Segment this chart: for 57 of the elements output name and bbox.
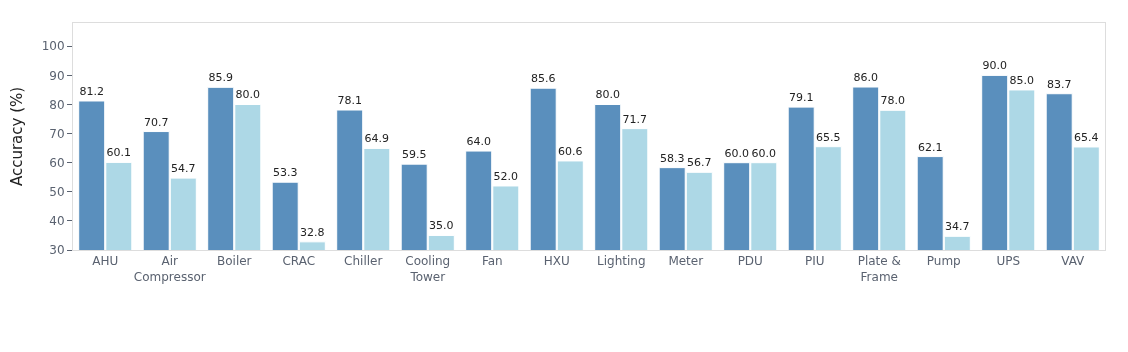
data-label: 56.7: [687, 156, 712, 170]
data-label: 32.8: [300, 225, 325, 239]
data-label: 65.5: [816, 130, 841, 144]
x-tick-label: Cooling Tower: [405, 254, 451, 284]
x-tick-label: Chiller: [344, 254, 383, 269]
data-label: 52.0: [493, 169, 519, 183]
y-tick-label: 80: [49, 97, 65, 112]
x-tick-label: AHU: [92, 254, 119, 269]
y-tick-label: 50: [49, 184, 65, 199]
data-label: 71.7: [622, 112, 648, 126]
data-label: 86.0: [853, 71, 878, 85]
x-tick-label: VAV: [1061, 254, 1086, 269]
data-label: 60.1: [106, 146, 132, 160]
y-tick-label: 100: [41, 39, 65, 54]
x-tick-label: PIU: [804, 254, 825, 269]
y-tick-label: 70: [49, 126, 65, 141]
data-label: 64.9: [364, 132, 390, 146]
data-label: 60.6: [558, 144, 583, 158]
data-label: 54.7: [171, 162, 196, 176]
x-tick-label: Lighting: [596, 254, 646, 269]
data-label: 70.7: [143, 115, 169, 129]
x-tick-label: PDU: [737, 254, 763, 269]
data-label: 35.0: [429, 219, 454, 233]
data-label: 62.1: [917, 140, 943, 154]
x-tick-label: Fan: [481, 254, 503, 269]
data-label: 80.0: [235, 88, 261, 102]
data-label: 83.7: [1046, 77, 1072, 91]
y-tick-label: 30: [49, 243, 65, 258]
data-label: 85.6: [530, 72, 556, 86]
x-tick-label: Boiler: [216, 254, 252, 269]
data-label: 85.0: [1009, 73, 1035, 87]
data-label: 65.4: [1074, 130, 1099, 144]
data-label: 53.3: [272, 166, 298, 180]
data-label: 34.7: [945, 220, 970, 234]
data-label: 59.5: [401, 148, 427, 162]
data-label: 78.0: [880, 94, 906, 108]
x-tick-label: CRAC: [282, 254, 316, 269]
data-label: 85.9: [208, 71, 233, 85]
x-tick-label: Meter: [668, 254, 704, 269]
data-label: 90.0: [982, 59, 1007, 73]
y-axis-title: Accuracy (%): [7, 86, 26, 187]
data-label: 81.2: [79, 84, 104, 98]
data-label: 80.0: [595, 88, 620, 102]
data-label: 60.0: [751, 146, 777, 160]
y-tick-label: 60: [49, 155, 65, 170]
y-tick-label: 90: [49, 68, 65, 83]
x-tick-label: Plate & Frame: [857, 254, 901, 284]
data-label: 60.0: [724, 146, 749, 160]
x-tick-label: Air Compressor: [133, 254, 206, 284]
data-label: 64.0: [466, 135, 491, 149]
y-tick-label: 40: [49, 214, 65, 229]
data-label: 78.1: [337, 94, 362, 108]
x-tick-label: Pump: [926, 254, 961, 269]
data-label: 79.1: [788, 91, 814, 105]
data-label: 58.3: [659, 151, 685, 165]
x-tick-label: UPS: [996, 254, 1021, 269]
x-tick-label: HXU: [543, 254, 570, 269]
